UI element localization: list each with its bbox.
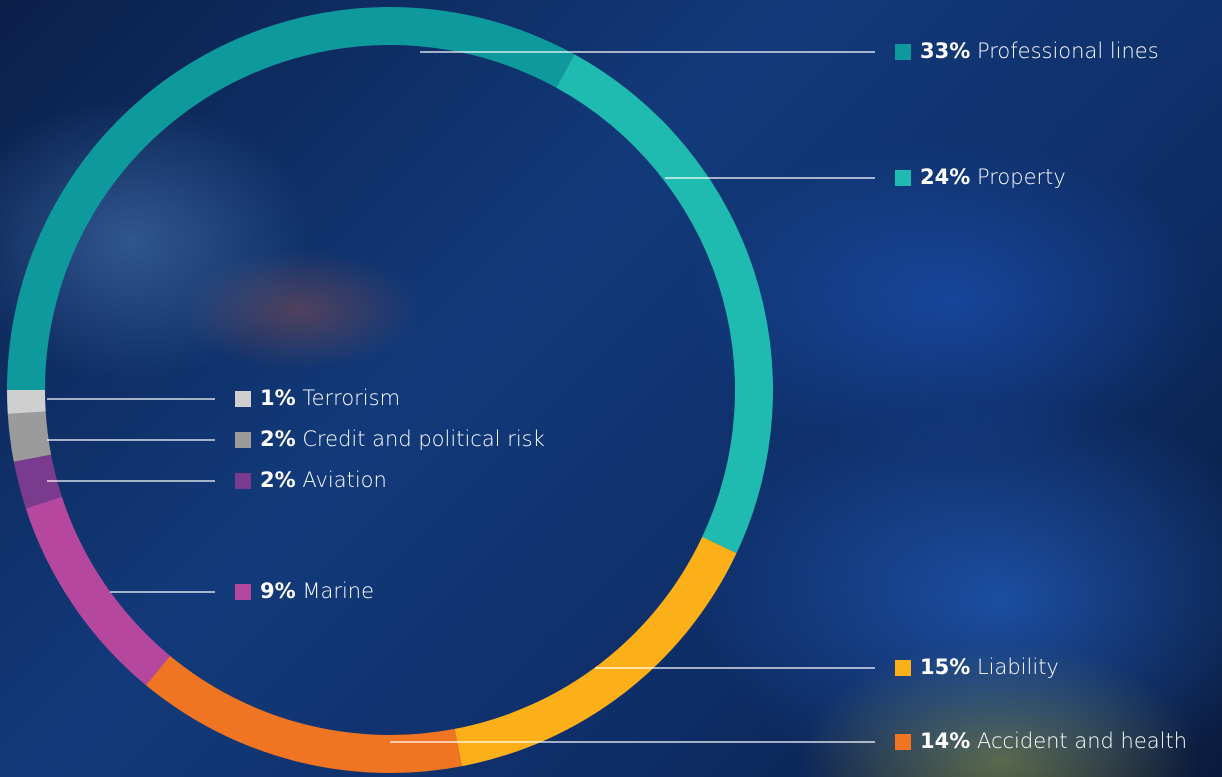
donut-segment bbox=[556, 54, 774, 554]
legend-entry: 14% Accident and health bbox=[920, 729, 1187, 753]
donut-segment bbox=[7, 6, 575, 391]
legend-swatch bbox=[235, 473, 251, 489]
legend-swatch bbox=[895, 170, 911, 186]
legend-name: Accident and health bbox=[977, 729, 1187, 753]
legend-swatch bbox=[235, 584, 251, 600]
legend-name: Credit and political risk bbox=[302, 427, 544, 451]
legend-swatch bbox=[235, 391, 251, 407]
legend-name: Professional lines bbox=[977, 39, 1159, 63]
legend-name: Liability bbox=[977, 655, 1059, 679]
donut-segment bbox=[145, 655, 462, 773]
legend-entry: 9% Marine bbox=[260, 579, 374, 603]
legend-name: Marine bbox=[302, 579, 374, 603]
legend-swatch bbox=[895, 734, 911, 750]
value-label: 2% bbox=[260, 468, 296, 492]
legend-name: Property bbox=[977, 165, 1066, 189]
value-label: 15% bbox=[920, 655, 970, 679]
legend-entry: 24% Property bbox=[920, 165, 1066, 189]
value-label: 1% bbox=[260, 386, 296, 410]
legend-name: Terrorism bbox=[302, 386, 400, 410]
donut-segment bbox=[25, 496, 171, 686]
legend-swatch bbox=[895, 44, 911, 60]
donut-segment bbox=[454, 536, 737, 767]
legend-entry: 33% Professional lines bbox=[920, 39, 1159, 63]
value-label: 9% bbox=[260, 579, 296, 603]
legend-swatch bbox=[235, 432, 251, 448]
legend-name: Aviation bbox=[302, 468, 387, 492]
value-label: 2% bbox=[260, 427, 296, 451]
value-label: 24% bbox=[920, 165, 970, 189]
legend-swatch bbox=[895, 660, 911, 676]
donut-segment bbox=[7, 411, 52, 462]
donut-segment bbox=[7, 390, 46, 415]
legend-entry: 2% Credit and political risk bbox=[260, 427, 545, 451]
legend-entry: 1% Terrorism bbox=[260, 386, 400, 410]
value-label: 33% bbox=[920, 39, 970, 63]
legend-entry: 2% Aviation bbox=[260, 468, 387, 492]
value-label: 14% bbox=[920, 729, 970, 753]
donut-segment bbox=[13, 454, 62, 509]
legend-entry: 15% Liability bbox=[920, 655, 1059, 679]
